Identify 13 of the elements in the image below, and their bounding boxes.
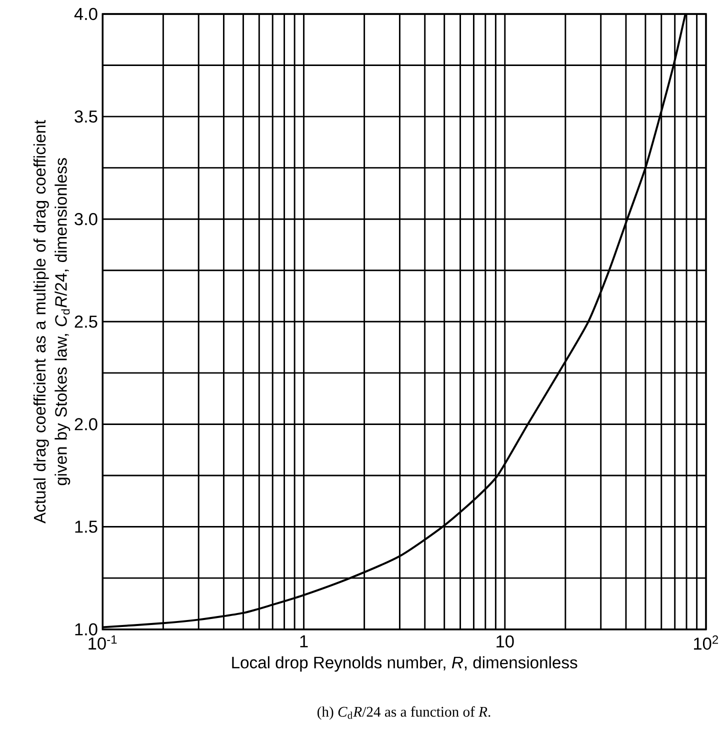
y-tick-label: 4.0 bbox=[74, 8, 98, 20]
x-tick-label: 10 bbox=[496, 635, 514, 648]
x-tick-label: 10$^{2}$ bbox=[694, 635, 718, 650]
y-tick-label: 2.5 bbox=[74, 316, 98, 328]
x-tick-label: 10$^{-1}$ bbox=[88, 635, 117, 650]
y-tick-label: 3.0 bbox=[74, 212, 98, 226]
y-tick-label: 2.0 bbox=[74, 418, 98, 430]
y-tick-label: 1.0 bbox=[75, 623, 98, 636]
text: (h) C$_{d}$R/24 as a function of R. bbox=[317, 706, 490, 720]
x-tick-label: 1 bbox=[300, 635, 308, 648]
y-tick-label: 1.5 bbox=[75, 520, 98, 533]
x-axis-title: Local drop Reynolds number, R, dimensionless bbox=[232, 656, 578, 672]
y-tick-label: 3.5 bbox=[74, 110, 98, 123]
